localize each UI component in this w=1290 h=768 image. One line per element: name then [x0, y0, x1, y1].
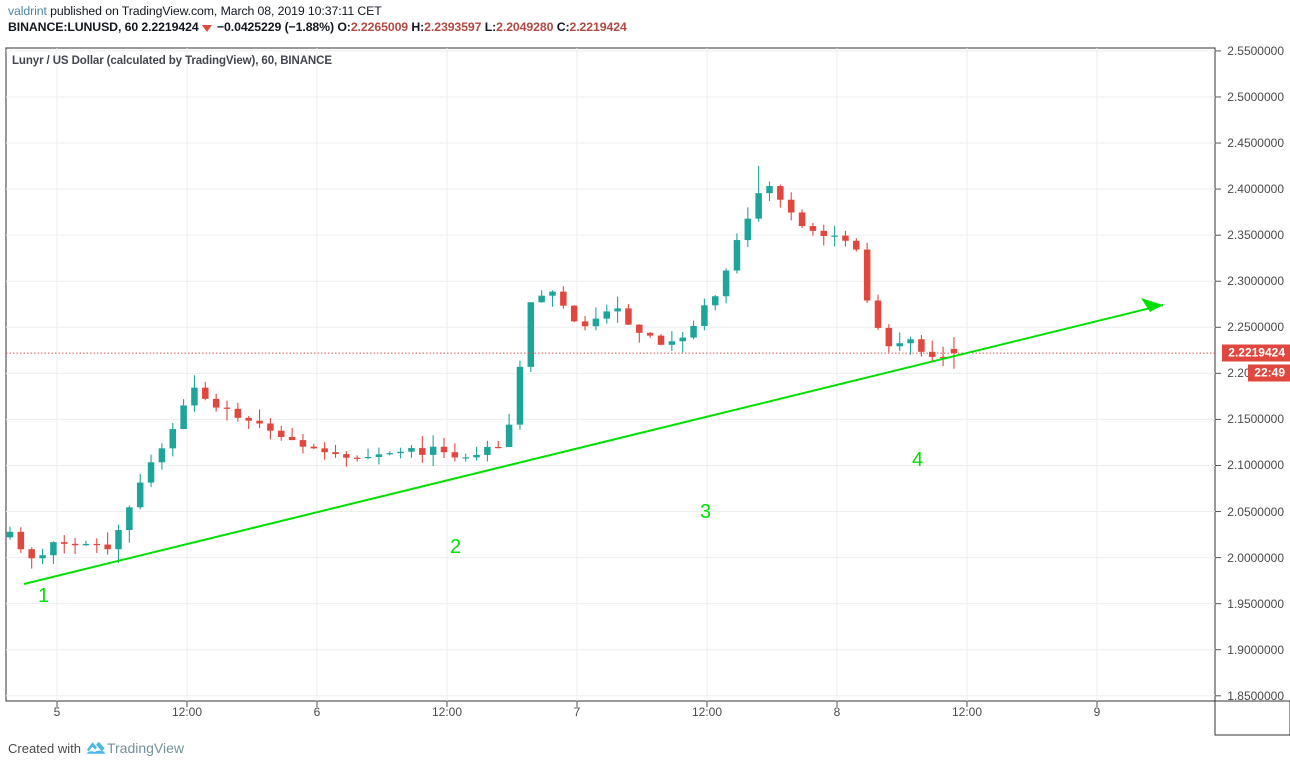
svg-text:3: 3 [700, 501, 711, 523]
svg-text:1: 1 [38, 585, 49, 607]
svg-text:4: 4 [912, 449, 923, 471]
svg-text:2: 2 [450, 536, 461, 558]
